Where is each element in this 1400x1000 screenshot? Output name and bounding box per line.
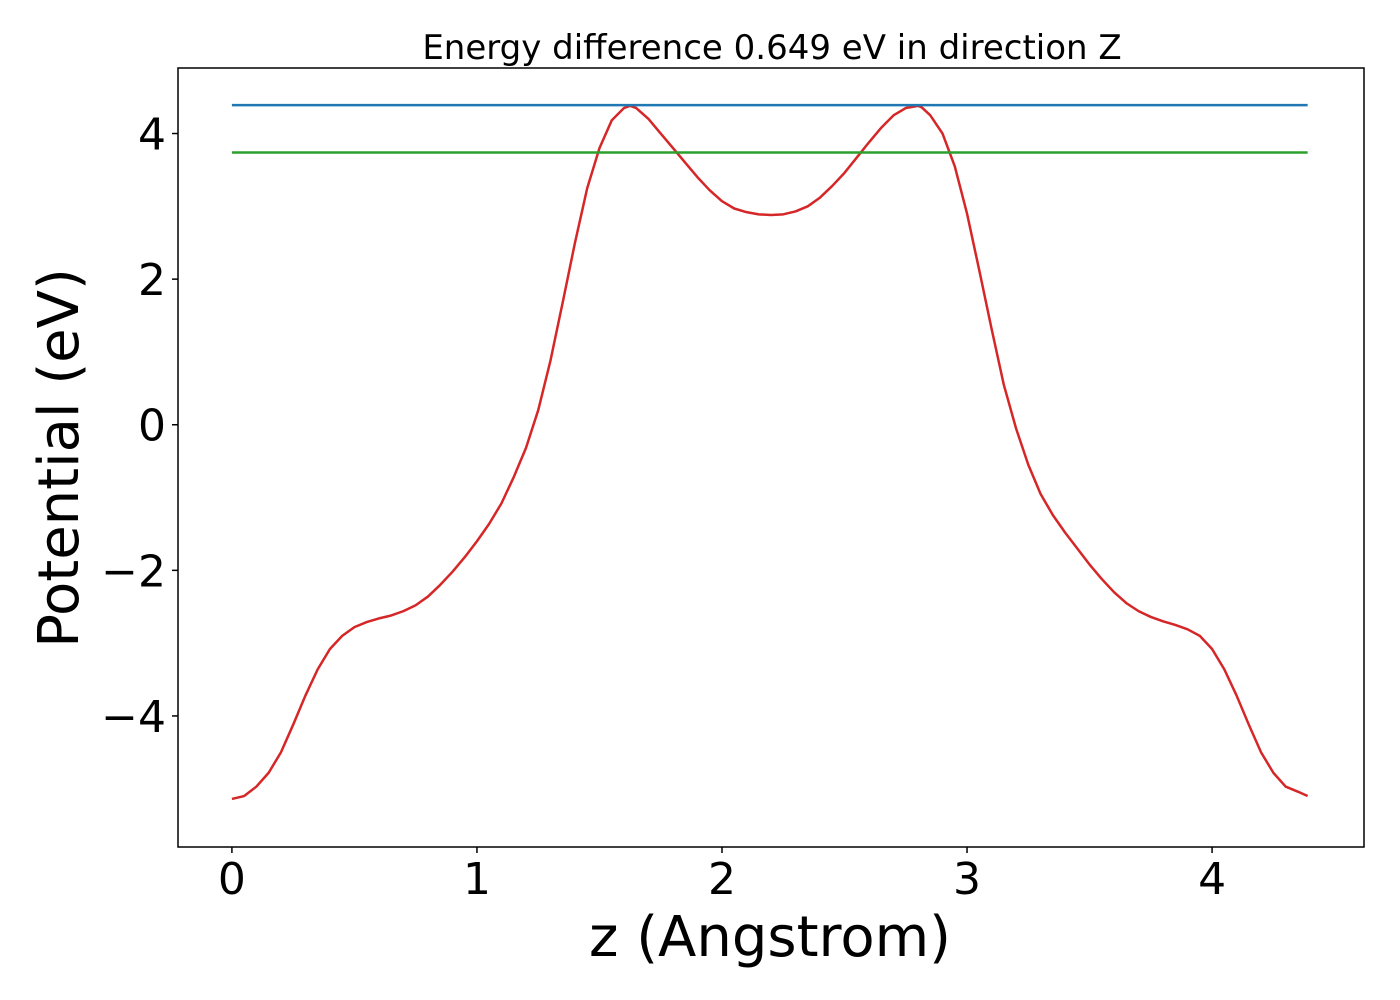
series-line-planar-average-potential <box>231 104 1309 801</box>
x-tick-label-0: 0 <box>218 854 246 905</box>
y-tick-label-2: 0 <box>138 401 166 452</box>
y-tick-label-4: 4 <box>138 110 166 161</box>
y-tick-label-1: −2 <box>101 546 166 597</box>
x-tick-label-4: 4 <box>1198 854 1226 905</box>
series-layer <box>231 103 1309 801</box>
x-tick-label-2: 2 <box>708 854 736 905</box>
y-axis-ticks: −4 −2 0 2 4 <box>101 110 178 743</box>
x-axis-ticks: 0 1 2 3 4 <box>218 847 1226 905</box>
chart-title: Energy difference 0.649 eV in direction … <box>422 28 1121 68</box>
x-tick-label-3: 3 <box>953 854 981 905</box>
y-axis-title: Potential (eV) <box>27 268 92 648</box>
y-tick-label-0: −4 <box>101 692 166 743</box>
x-tick-label-1: 1 <box>463 854 491 905</box>
x-axis-title: z (Angstrom) <box>589 905 951 970</box>
y-tick-label-3: 2 <box>138 255 166 306</box>
plot-area <box>178 68 1364 847</box>
plot-frame <box>177 67 1365 848</box>
